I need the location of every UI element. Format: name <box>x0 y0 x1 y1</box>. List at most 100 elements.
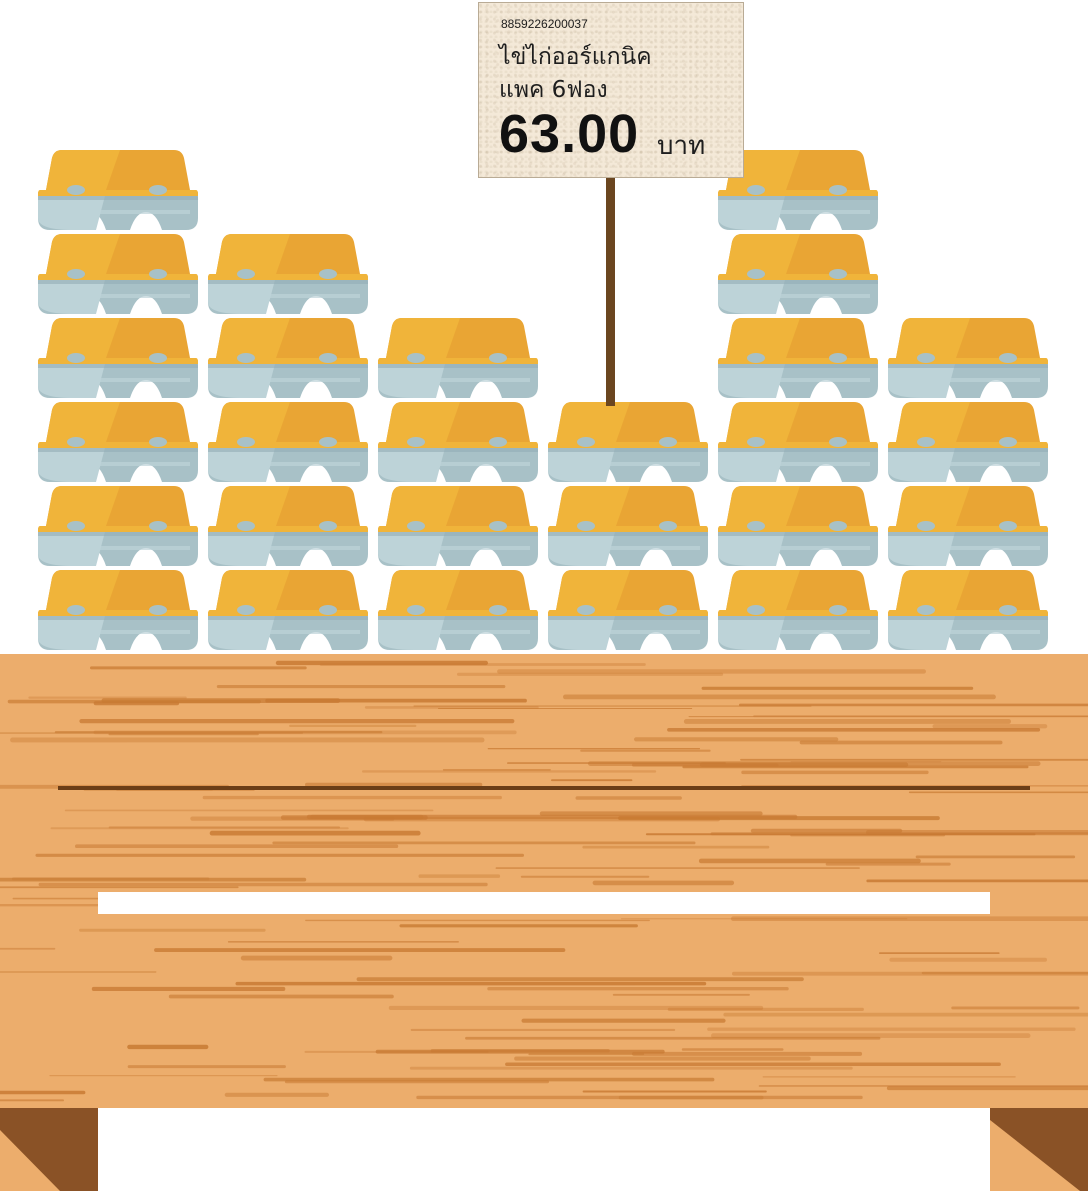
egg-carton <box>888 402 1048 482</box>
wood-grain-streak <box>224 1092 329 1097</box>
wood-grain-streak <box>951 1006 1080 1010</box>
wood-grain-streak <box>235 981 707 986</box>
wood-grain-streak <box>580 749 711 752</box>
wood-grain-streak <box>758 1085 1088 1087</box>
wood-grain-streak <box>154 948 566 952</box>
egg-carton <box>718 570 878 650</box>
wood-grain-streak <box>683 719 1011 724</box>
egg-carton <box>888 486 1048 566</box>
wood-grain-streak <box>79 928 266 932</box>
wood-grain-streak <box>305 919 650 922</box>
wood-grain-streak <box>35 853 524 857</box>
wood-grain-streak <box>698 858 921 864</box>
wood-grain-streak <box>750 828 903 833</box>
wood-grain-streak <box>551 779 633 782</box>
egg-carton <box>38 318 198 398</box>
wood-grain-streak <box>667 728 1041 732</box>
wood-grain-streak <box>681 1048 784 1051</box>
wood-grain-streak <box>588 761 1041 766</box>
wood-grain-streak <box>0 886 239 889</box>
egg-carton <box>208 318 368 398</box>
wood-grain-streak <box>740 758 1088 761</box>
wood-grain-streak <box>620 918 908 920</box>
wood-grain-streak <box>375 1049 665 1054</box>
wood-grain-streak <box>632 1051 863 1056</box>
egg-carton <box>378 318 538 398</box>
wood-grain-streak <box>108 826 340 829</box>
wood-grain-streak <box>202 795 502 800</box>
wood-grain <box>0 660 1088 1102</box>
wood-grain-streak <box>825 862 951 866</box>
wood-grain-streak <box>505 1062 1001 1066</box>
wood-grain-streak <box>442 769 551 771</box>
wood-grain-streak <box>497 669 926 674</box>
wood-grain-streak <box>0 947 56 950</box>
product-name: ไข่ไก่ออร์แกนิค แพค 6ฟอง <box>499 41 739 107</box>
wood-grain-streak <box>265 698 527 703</box>
wood-grain-streak <box>539 811 763 816</box>
egg-carton <box>38 402 198 482</box>
egg-carton <box>38 234 198 314</box>
wood-grain-streak <box>240 955 393 961</box>
wood-grain-streak <box>886 1086 1088 1091</box>
wood-grain-streak <box>305 782 483 787</box>
wood-grain-streak <box>409 1066 853 1070</box>
wood-grain-streak <box>0 877 307 882</box>
price-tag-pole <box>606 178 615 406</box>
price-tag: 8859226200037 ไข่ไก่ออร์แกนิค แพค 6ฟอง 6… <box>478 2 744 178</box>
egg-carton <box>38 150 198 230</box>
wood-grain-streak <box>487 748 700 750</box>
wood-grain-streak <box>921 971 1088 975</box>
egg-carton <box>718 318 878 398</box>
egg-carton <box>378 486 538 566</box>
wood-grain-streak <box>731 916 1088 921</box>
wood-grain-streak <box>438 708 693 709</box>
wood-grain-streak <box>701 686 974 690</box>
wooden-counter <box>0 654 1088 1191</box>
price-currency: บาท <box>657 131 706 161</box>
wood-grain-streak <box>304 1050 489 1053</box>
wood-grain-streak <box>93 730 517 735</box>
wood-grain-streak <box>582 1090 767 1093</box>
wood-grain-streak <box>91 986 286 991</box>
wood-grain-streak <box>612 993 750 996</box>
product-name-line2: แพค 6ฟอง <box>499 77 608 103</box>
wood-grain-streak <box>28 696 187 699</box>
wood-grain-streak <box>723 1012 1088 1017</box>
wood-grain-streak <box>618 1095 764 1100</box>
wood-grain-streak <box>487 987 789 991</box>
wood-grain-streak <box>908 791 1088 794</box>
counter-rail <box>58 786 1030 790</box>
product-name-line1: ไข่ไก่ออร์แกนิค <box>499 44 652 70</box>
egg-carton <box>38 486 198 566</box>
egg-carton <box>888 570 1048 650</box>
egg-carton <box>378 570 538 650</box>
wood-grain-streak <box>575 796 682 800</box>
wood-grain-streak <box>64 809 434 812</box>
wood-grain-streak <box>127 1065 286 1069</box>
wood-grain-streak <box>688 716 1088 718</box>
wood-grain-streak <box>879 952 1000 954</box>
wood-grain-streak <box>227 941 459 943</box>
wood-grain-streak <box>457 672 724 676</box>
wood-grain-streak <box>363 816 720 822</box>
egg-carton-stacks <box>38 150 1048 650</box>
counter-slot <box>98 892 990 914</box>
wood-grain-streak <box>634 737 839 742</box>
wood-grain-streak <box>707 1027 1076 1031</box>
wood-grain-streak <box>915 855 1076 859</box>
egg-carton <box>718 486 878 566</box>
wood-grain-streak <box>364 706 539 709</box>
wood-grain-streak <box>520 875 650 878</box>
egg-carton <box>718 402 878 482</box>
egg-carton <box>208 486 368 566</box>
wood-grain-streak <box>0 971 157 973</box>
wood-grain-streak <box>79 719 515 724</box>
wood-grain-streak <box>739 703 1088 707</box>
product-price: 63.00 <box>499 104 640 164</box>
egg-carton <box>208 570 368 650</box>
wood-grain-streak <box>0 1099 64 1102</box>
wood-grain-streak <box>418 874 501 878</box>
wood-grain-streak <box>10 737 485 743</box>
